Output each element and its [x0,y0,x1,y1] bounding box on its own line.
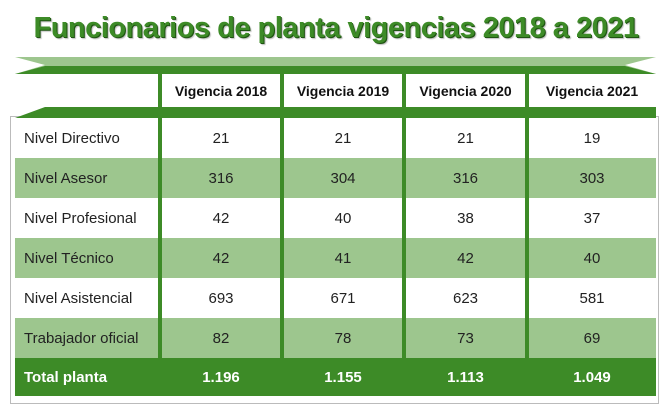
table-cell: 42 [212,249,230,267]
total-cell: 1.196 [202,368,240,386]
total-cell: 1.113 [447,368,484,386]
table-cell: 623 [452,289,479,307]
row-label: Nivel Directivo [24,129,120,147]
row-label: Nivel Profesional [24,209,137,227]
header-underline-ribbon [15,107,656,118]
total-cell: 1.049 [573,368,611,386]
table-cell: 41 [334,249,352,267]
table-cell: 303 [579,169,605,187]
column-divider [525,74,529,358]
table-cell: 42 [212,209,230,227]
table-row [15,158,656,198]
page-title: Funcionarios de planta vigencias 2018 a … [33,12,640,44]
table-cell: 37 [583,209,601,227]
table-row [15,278,656,318]
table-cell: 21 [334,129,352,147]
total-label: Total planta [24,368,108,386]
table-cell: 78 [334,329,352,347]
table-cell: 73 [457,329,474,347]
table-cell: 581 [579,289,605,307]
row-label: Trabajador oficial [24,329,139,347]
table-cell: 40 [583,249,601,267]
table-cell: 40 [334,209,352,227]
table-cell: 42 [457,249,474,267]
row-label: Nivel Asesor [24,169,108,187]
table-cell: 82 [212,329,230,347]
total-row [15,358,656,396]
column-header: Vigencia 2019 [296,83,390,99]
total-cell: 1.155 [324,368,362,386]
column-header: Vigencia 2021 [545,83,639,99]
table-cell: 21 [212,129,230,147]
column-header: Vigencia 2020 [419,83,512,99]
column-divider [402,74,406,358]
row-label: Nivel Asistencial [24,289,133,307]
table-cell: 316 [452,169,479,187]
table-row [15,118,656,158]
table-row [15,238,656,278]
table-cell: 19 [583,129,601,147]
header-ribbon [15,57,656,74]
table-row [15,198,656,238]
table-cell: 671 [330,289,356,307]
table-cell: 304 [330,169,356,187]
table-cell: 693 [208,289,234,307]
table-cell: 38 [457,209,474,227]
column-divider [280,74,284,358]
row-label: Nivel Técnico [24,249,114,267]
table-cell: 69 [583,329,601,347]
table-row [15,318,656,358]
table-cell: 21 [457,129,474,147]
column-divider [158,74,162,358]
table-cell: 316 [208,169,234,187]
column-header: Vigencia 2018 [174,83,268,99]
